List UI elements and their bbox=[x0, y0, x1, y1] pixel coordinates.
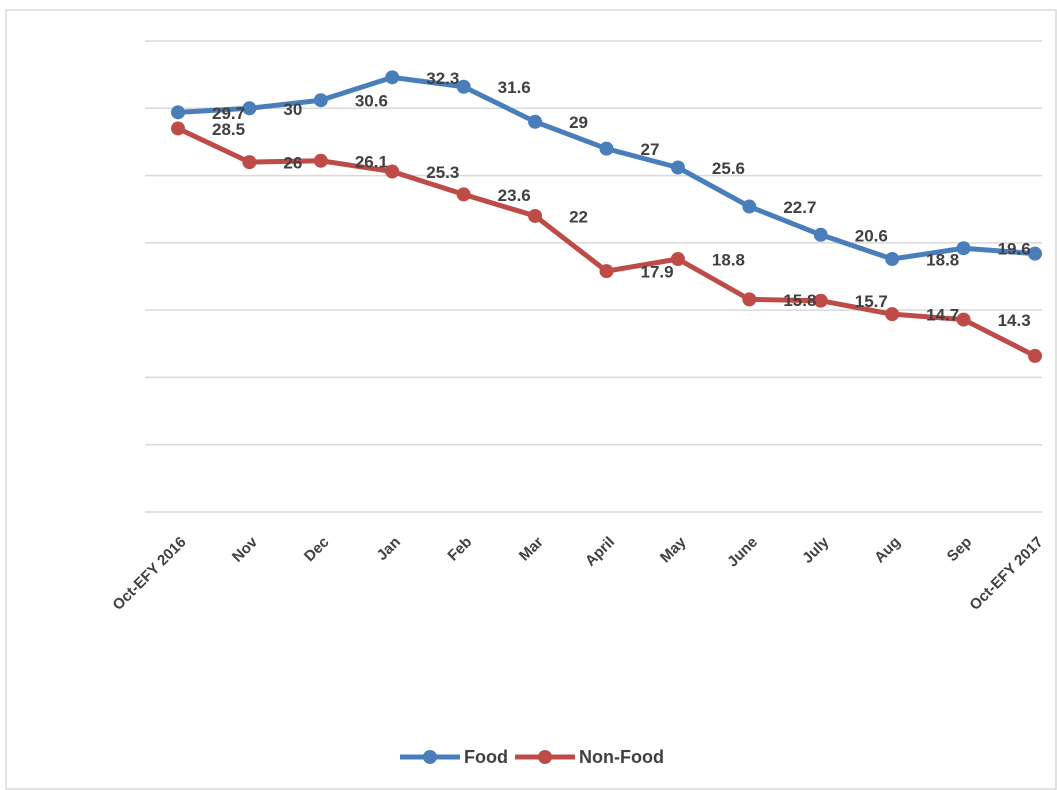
data-label: 14.3 bbox=[998, 311, 1031, 330]
x-tick-label: July bbox=[799, 533, 833, 567]
data-point bbox=[885, 252, 900, 267]
x-tick-label: Sep bbox=[944, 534, 975, 565]
data-point bbox=[670, 160, 685, 175]
data-label: 27 bbox=[641, 140, 660, 159]
x-tick-label: Oct-EFY 2017 bbox=[966, 534, 1046, 614]
data-label: 32.3 bbox=[426, 69, 459, 88]
series-line bbox=[177, 74, 1036, 262]
data-label: 28.5 bbox=[212, 120, 245, 139]
data-label: 31.6 bbox=[498, 78, 531, 97]
data-label: 25.3 bbox=[426, 163, 459, 182]
data-point bbox=[599, 141, 614, 156]
data-point bbox=[385, 164, 400, 179]
data-label: 22.7 bbox=[783, 198, 816, 217]
data-label: 29 bbox=[569, 113, 588, 132]
data-point bbox=[456, 187, 471, 202]
x-tick-label: Nov bbox=[229, 533, 262, 566]
data-point bbox=[171, 105, 185, 120]
x-tick-label: Feb bbox=[444, 534, 475, 565]
data-label: 18.8 bbox=[926, 250, 959, 269]
data-point bbox=[171, 121, 185, 136]
x-tick-label: Dec bbox=[301, 534, 332, 565]
data-label: 30 bbox=[283, 100, 302, 119]
data-point bbox=[599, 264, 614, 279]
data-label: 29.7 bbox=[212, 104, 245, 123]
data-point bbox=[813, 227, 828, 242]
data-point bbox=[956, 241, 971, 256]
data-point bbox=[528, 208, 543, 223]
x-tick-label: Oct-EFY 2016 bbox=[109, 534, 189, 614]
data-point bbox=[813, 293, 828, 308]
legend-label: Non-Food bbox=[579, 747, 664, 767]
chart-border bbox=[5, 9, 1057, 790]
data-label: 20.6 bbox=[855, 226, 888, 245]
data-point bbox=[313, 93, 328, 108]
data-label: 26 bbox=[283, 154, 302, 173]
data-label: 17.9 bbox=[641, 263, 674, 282]
x-tick-label: June bbox=[724, 534, 761, 571]
data-label: 18.8 bbox=[712, 250, 745, 269]
data-point bbox=[528, 114, 543, 129]
data-point bbox=[742, 292, 757, 307]
data-label: 14.7 bbox=[926, 306, 959, 325]
data-label: 25.6 bbox=[712, 159, 745, 178]
data-point bbox=[1028, 246, 1042, 261]
legend-marker bbox=[423, 750, 437, 764]
data-point bbox=[313, 153, 328, 168]
data-point bbox=[1028, 348, 1042, 363]
data-point bbox=[242, 101, 257, 116]
x-tick-label: Jan bbox=[374, 534, 404, 564]
x-tick-label: Mar bbox=[516, 534, 547, 565]
data-label: 23.6 bbox=[498, 186, 531, 205]
data-label: 30.6 bbox=[355, 92, 388, 111]
data-label: 22 bbox=[569, 207, 588, 226]
data-point bbox=[242, 155, 257, 170]
x-tick-label: May bbox=[657, 533, 690, 566]
data-point bbox=[885, 307, 900, 322]
data-label: 19.6 bbox=[998, 240, 1031, 259]
data-point bbox=[956, 312, 971, 327]
data-label: 15.7 bbox=[855, 292, 888, 311]
x-tick-label: April bbox=[582, 534, 618, 570]
legend-label: Food bbox=[464, 747, 508, 767]
data-label: 26.1 bbox=[355, 152, 388, 171]
data-point bbox=[742, 199, 757, 214]
legend-marker bbox=[538, 750, 552, 764]
data-label: 15.8 bbox=[783, 291, 816, 310]
data-point bbox=[670, 252, 685, 267]
data-point bbox=[456, 79, 471, 94]
x-tick-label: Aug bbox=[871, 534, 904, 567]
data-point bbox=[385, 70, 400, 85]
